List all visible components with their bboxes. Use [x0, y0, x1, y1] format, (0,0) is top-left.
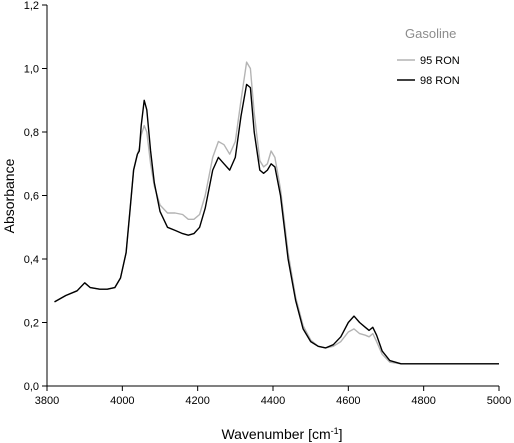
x-tick-label: 4600	[336, 395, 360, 407]
legend-label-98-ron: 98 RON	[420, 75, 460, 87]
y-tick-label: 0,2	[24, 318, 39, 330]
x-axis-title: Wavenumber [cm-1]	[221, 426, 342, 442]
axes: 3800 4000 4200 4400 4600 4800 5000 0,0 0,2 0,4 0,6…	[24, 0, 512, 407]
x-tick-label: 4200	[185, 395, 209, 407]
plot-area	[54, 61, 499, 365]
x-axis-title-superscript: -1	[331, 426, 339, 436]
x-tick-label: 4400	[261, 395, 285, 407]
x-tick-label: 5000	[487, 395, 511, 407]
x-tick-label: 4000	[110, 395, 134, 407]
y-tick-label: 1,2	[24, 0, 39, 12]
legend-title: Gasoline	[405, 26, 456, 41]
x-tick-label: 4800	[411, 395, 435, 407]
y-axis-title: Absorbance	[1, 158, 17, 233]
legend-label-95-ron: 95 RON	[420, 55, 460, 67]
y-tick-label: 0,4	[24, 254, 39, 266]
legend: Gasoline 95 RON 98 RON	[397, 26, 460, 87]
y-tick-label: 1,0	[24, 64, 39, 76]
y-tick-label: 0,0	[24, 381, 39, 393]
y-tick-label: 0,6	[24, 191, 39, 203]
series-line-98-ron	[54, 83, 499, 365]
x-tick-label: 3800	[35, 395, 59, 407]
series-line-95-ron	[54, 61, 499, 365]
y-tick-label: 0,8	[24, 127, 39, 139]
x-axis-title-end: ]	[339, 426, 343, 442]
